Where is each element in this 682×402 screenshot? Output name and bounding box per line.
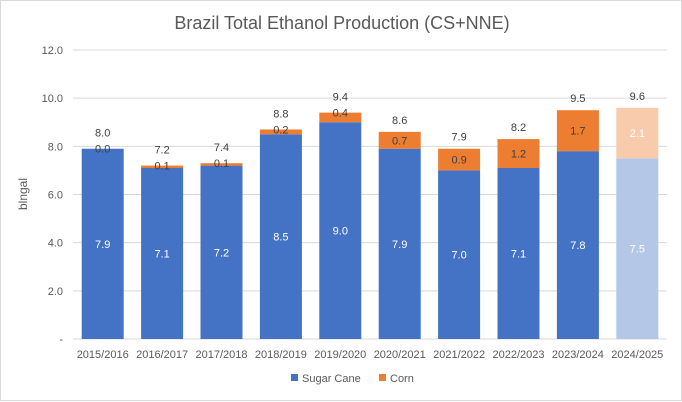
bar-sugar-cane — [438, 170, 481, 339]
bar-sugar-cane — [200, 165, 243, 339]
bar-corn — [378, 131, 421, 149]
x-axis-ticks: 2015/2016 2016/2017 2017/2018 2018/2019 2019… — [77, 349, 664, 361]
y-tick-label: 6.0 — [48, 190, 63, 202]
data-label-sugar-cane: 7.8 — [570, 240, 585, 252]
y-axis-ticks: - 2.0 4.0 6.0 8.0 10.0 12.0 — [42, 45, 64, 346]
x-tick-label: 2020/2021 — [374, 349, 426, 361]
x-tick-label: 2021/2022 — [433, 349, 485, 361]
x-tick-label: 2015/2016 — [77, 349, 129, 361]
bar-sugar-cane — [616, 158, 659, 339]
data-label-corn: 0.4 — [333, 108, 348, 120]
bar-sugar-cane — [556, 151, 599, 339]
data-label-corn: 1.2 — [511, 149, 526, 161]
data-label-corn: 1.7 — [570, 126, 585, 138]
data-label-sugar-cane: 7.1 — [154, 249, 169, 261]
total-label: 9.5 — [570, 93, 585, 105]
y-axis-label: blngal — [16, 178, 30, 210]
y-tick-label: - — [59, 334, 63, 346]
bar-corn — [497, 139, 540, 169]
bar-sugar-cane — [141, 168, 184, 339]
y-tick-label: 4.0 — [48, 238, 63, 250]
total-label: 8.6 — [392, 115, 407, 127]
y-tick-label: 8.0 — [48, 141, 63, 153]
bar-sugar-cane — [259, 134, 302, 339]
total-label: 8.8 — [273, 108, 288, 120]
data-label-sugar-cane: 8.5 — [273, 232, 288, 244]
data-label-corn: 0.0 — [95, 144, 110, 156]
y-tick-label: 12.0 — [42, 45, 63, 57]
bar-sugar-cane — [81, 148, 124, 339]
data-label-sugar-cane: 7.2 — [214, 247, 229, 259]
bars: 7.9 0.0 8.0 7.1 0.1 7.2 7.2 0.1 7.4 8.5 0.2 8.8 9.0 0… — [81, 91, 659, 339]
legend-swatch-corn — [379, 374, 386, 381]
data-label-corn: 2.1 — [630, 128, 645, 140]
total-label: 7.9 — [451, 132, 466, 144]
y-tick-label: 10.0 — [42, 93, 63, 105]
data-label-corn: 0.2 — [273, 124, 288, 136]
total-label: 7.4 — [214, 142, 229, 154]
total-label: 7.2 — [154, 145, 169, 157]
data-label-corn: 0.9 — [451, 155, 466, 167]
total-label: 9.6 — [630, 91, 645, 103]
x-tick-label: 2023/2024 — [552, 349, 604, 361]
x-tick-label: 2024/2025 — [611, 349, 663, 361]
bar-sugar-cane — [319, 122, 362, 339]
bar-corn — [556, 110, 599, 152]
data-label-sugar-cane: 7.5 — [630, 244, 645, 256]
bar-corn — [319, 112, 362, 123]
bar-corn — [141, 165, 184, 169]
bar-corn — [616, 107, 659, 159]
data-label-corn: 0.1 — [154, 161, 169, 173]
x-tick-label: 2016/2017 — [136, 349, 188, 361]
data-label-corn: 0.1 — [214, 158, 229, 170]
bar-corn — [259, 129, 302, 135]
data-label-sugar-cane: 7.9 — [392, 239, 407, 251]
legend-label-sugar-cane: Sugar Cane — [302, 373, 361, 385]
x-tick-label: 2022/2023 — [493, 349, 545, 361]
total-label: 8.2 — [511, 122, 526, 134]
chart-title: Brazil Total Ethanol Production (CS+NNE) — [174, 13, 509, 33]
bar-sugar-cane — [378, 148, 421, 339]
x-tick-label: 2017/2018 — [196, 349, 248, 361]
data-label-sugar-cane: 9.0 — [333, 226, 348, 238]
total-label: 8.0 — [95, 128, 110, 140]
data-label-sugar-cane: 7.0 — [451, 250, 466, 262]
bar-sugar-cane — [497, 168, 540, 339]
legend: Sugar Cane Corn — [291, 373, 414, 385]
data-label-sugar-cane: 7.1 — [511, 249, 526, 261]
x-tick-label: 2019/2020 — [314, 349, 366, 361]
bar-corn — [438, 148, 481, 171]
legend-swatch-sugar-cane — [291, 374, 298, 381]
data-label-corn: 0.7 — [392, 135, 407, 147]
bar-corn — [200, 163, 243, 166]
total-label: 9.4 — [333, 92, 348, 104]
data-label-sugar-cane: 7.9 — [95, 239, 110, 251]
legend-label-corn: Corn — [390, 373, 414, 385]
x-tick-label: 2018/2019 — [255, 349, 307, 361]
y-tick-label: 2.0 — [48, 286, 63, 298]
